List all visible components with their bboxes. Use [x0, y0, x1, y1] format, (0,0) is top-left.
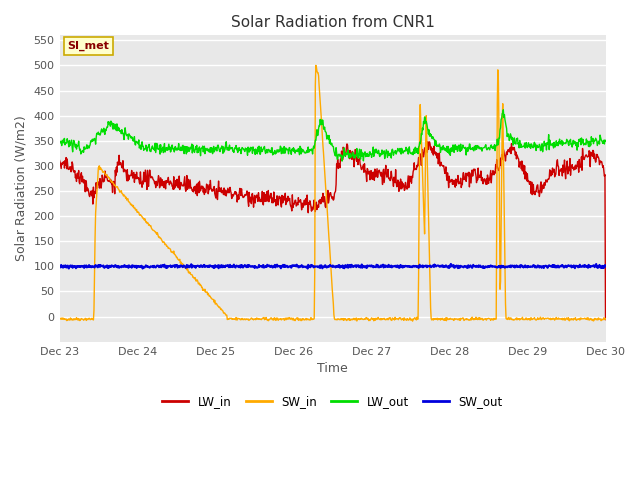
LW_in: [431, 149, 439, 155]
SW_in: [276, 317, 284, 323]
LW_out: [296, 144, 304, 149]
SW_in: [492, 316, 500, 322]
LW_in: [602, 317, 609, 323]
SW_out: [447, 261, 454, 267]
Line: LW_out: LW_out: [60, 110, 605, 161]
LW_in: [492, 162, 499, 168]
Line: SW_in: SW_in: [60, 65, 605, 321]
SW_in: [602, 316, 609, 322]
SW_in: [296, 316, 304, 322]
SW_in: [483, 317, 490, 323]
SW_out: [483, 264, 490, 269]
LW_in: [56, 157, 63, 163]
LW_out: [56, 140, 63, 145]
SW_out: [602, 263, 609, 269]
SW_in: [409, 318, 417, 324]
SW_in: [432, 316, 440, 322]
Title: Solar Radiation from CNR1: Solar Radiation from CNR1: [230, 15, 435, 30]
SW_out: [431, 264, 439, 269]
SW_out: [111, 262, 119, 268]
SW_in: [111, 183, 119, 189]
Line: LW_in: LW_in: [60, 142, 605, 320]
Y-axis label: Solar Radiation (W/m2): Solar Radiation (W/m2): [15, 116, 28, 262]
LW_out: [499, 107, 507, 113]
LW_in: [296, 199, 304, 204]
SW_out: [492, 264, 500, 270]
LW_in: [482, 181, 490, 187]
SW_in: [56, 316, 63, 322]
LW_out: [492, 144, 499, 150]
Text: SI_met: SI_met: [68, 41, 109, 51]
Legend: LW_in, SW_in, LW_out, SW_out: LW_in, SW_in, LW_out, SW_out: [157, 391, 508, 413]
LW_in: [111, 168, 119, 173]
SW_out: [276, 263, 284, 269]
SW_out: [296, 264, 304, 269]
LW_in: [424, 139, 432, 144]
LW_out: [339, 158, 346, 164]
LW_in: [276, 194, 284, 200]
X-axis label: Time: Time: [317, 362, 348, 375]
SW_out: [56, 265, 63, 271]
LW_out: [111, 126, 119, 132]
SW_in: [312, 62, 320, 68]
SW_out: [304, 266, 312, 272]
Line: SW_out: SW_out: [60, 264, 605, 269]
LW_out: [482, 142, 490, 147]
LW_out: [276, 143, 284, 149]
LW_out: [431, 143, 439, 148]
LW_out: [602, 138, 609, 144]
